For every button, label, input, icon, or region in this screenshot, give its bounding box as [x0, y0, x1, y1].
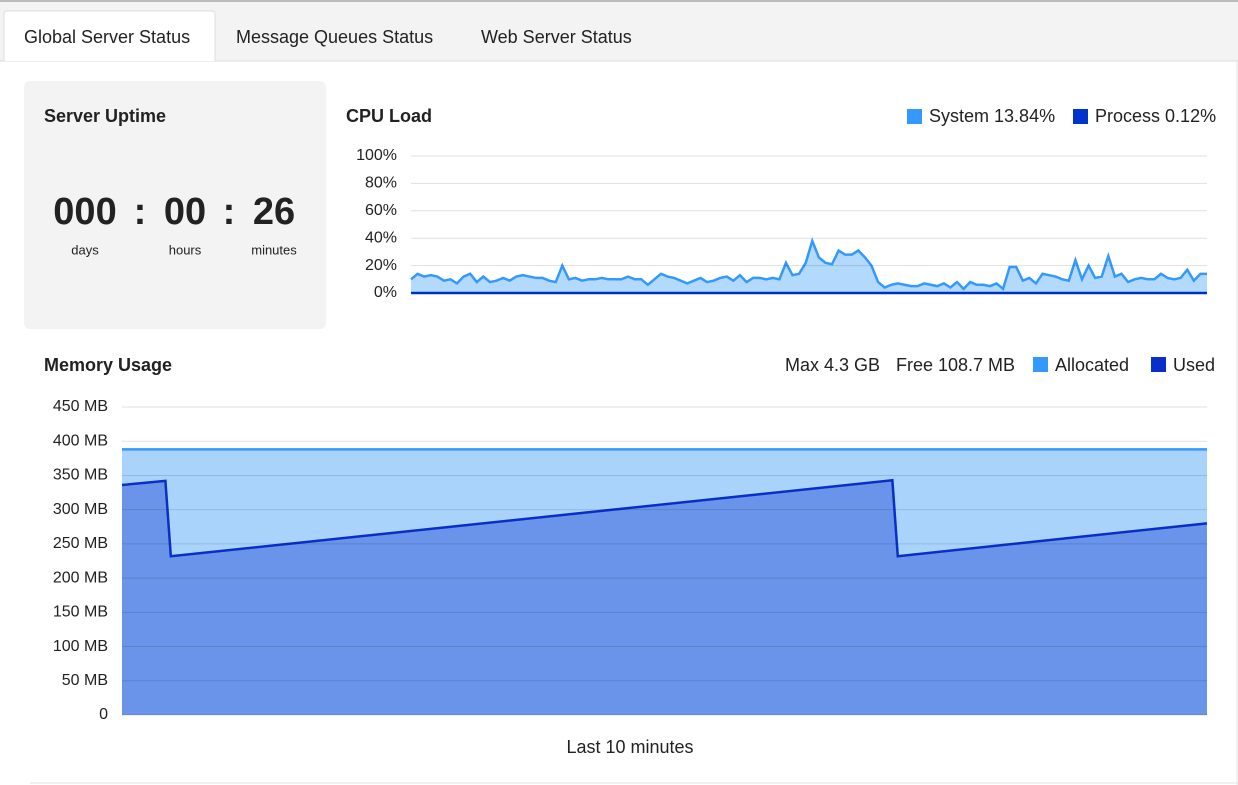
y-tick-label: 20%	[365, 257, 397, 274]
y-tick-label: 50 MB	[62, 672, 108, 689]
legend-name: System	[929, 106, 989, 126]
chart-title: CPU Load	[346, 106, 432, 126]
y-tick-label: 60%	[365, 202, 397, 219]
tab-label[interactable]: Message Queues Status	[236, 27, 433, 47]
uptime-unit: minutes	[251, 242, 297, 257]
chart-title: Memory Usage	[44, 355, 172, 375]
legend-value: 0.12%	[1165, 106, 1216, 126]
legend-label: Allocated	[1055, 355, 1129, 375]
active-tab	[3, 10, 216, 61]
uptime-value: 26	[253, 191, 295, 233]
y-tick-label: 450 MB	[53, 398, 108, 415]
tab-label[interactable]: Web Server Status	[481, 27, 632, 47]
y-tick-label: 100%	[356, 147, 397, 164]
y-tick-label: 250 MB	[53, 535, 108, 552]
y-tick-label: 0	[99, 706, 108, 723]
y-tick-label: 80%	[365, 175, 397, 192]
line	[121, 478, 1208, 558]
legend-swatch	[1033, 357, 1048, 372]
legend-label: Used	[1173, 355, 1215, 375]
y-tick-label: 150 MB	[53, 604, 108, 621]
legend-label: System 13.84%	[929, 106, 1055, 126]
memory-stat: Free 108.7 MB	[896, 355, 1015, 375]
uptime-value: 000	[53, 191, 116, 233]
memory-stat: Max 4.3 GB	[785, 355, 880, 375]
legend-name: Process	[1095, 106, 1160, 126]
y-tick-label: 300 MB	[53, 501, 108, 518]
y-tick-label: 40%	[365, 229, 397, 246]
card-title: Server Uptime	[44, 106, 166, 126]
uptime-unit: hours	[169, 242, 202, 257]
tab-label[interactable]: Global Server Status	[24, 27, 190, 47]
legend-swatch	[1073, 109, 1088, 124]
y-tick-label: 200 MB	[53, 569, 108, 586]
x-axis-label: Last 10 minutes	[566, 737, 693, 757]
y-tick-label: 350 MB	[53, 467, 108, 484]
legend-value: 13.84%	[994, 106, 1055, 126]
y-tick-label: 100 MB	[53, 638, 108, 655]
legend-swatch	[907, 109, 922, 124]
uptime-separator: :	[223, 191, 236, 233]
uptime-unit: days	[71, 242, 99, 257]
area	[122, 480, 1207, 715]
legend-swatch	[1151, 357, 1166, 372]
y-tick-label: 0%	[374, 284, 397, 301]
uptime-card	[24, 81, 326, 329]
line	[410, 237, 1207, 292]
uptime-value: 00	[164, 191, 206, 233]
legend-label: Process 0.12%	[1095, 106, 1216, 126]
uptime-separator: :	[134, 191, 147, 233]
y-tick-label: 400 MB	[53, 432, 108, 449]
